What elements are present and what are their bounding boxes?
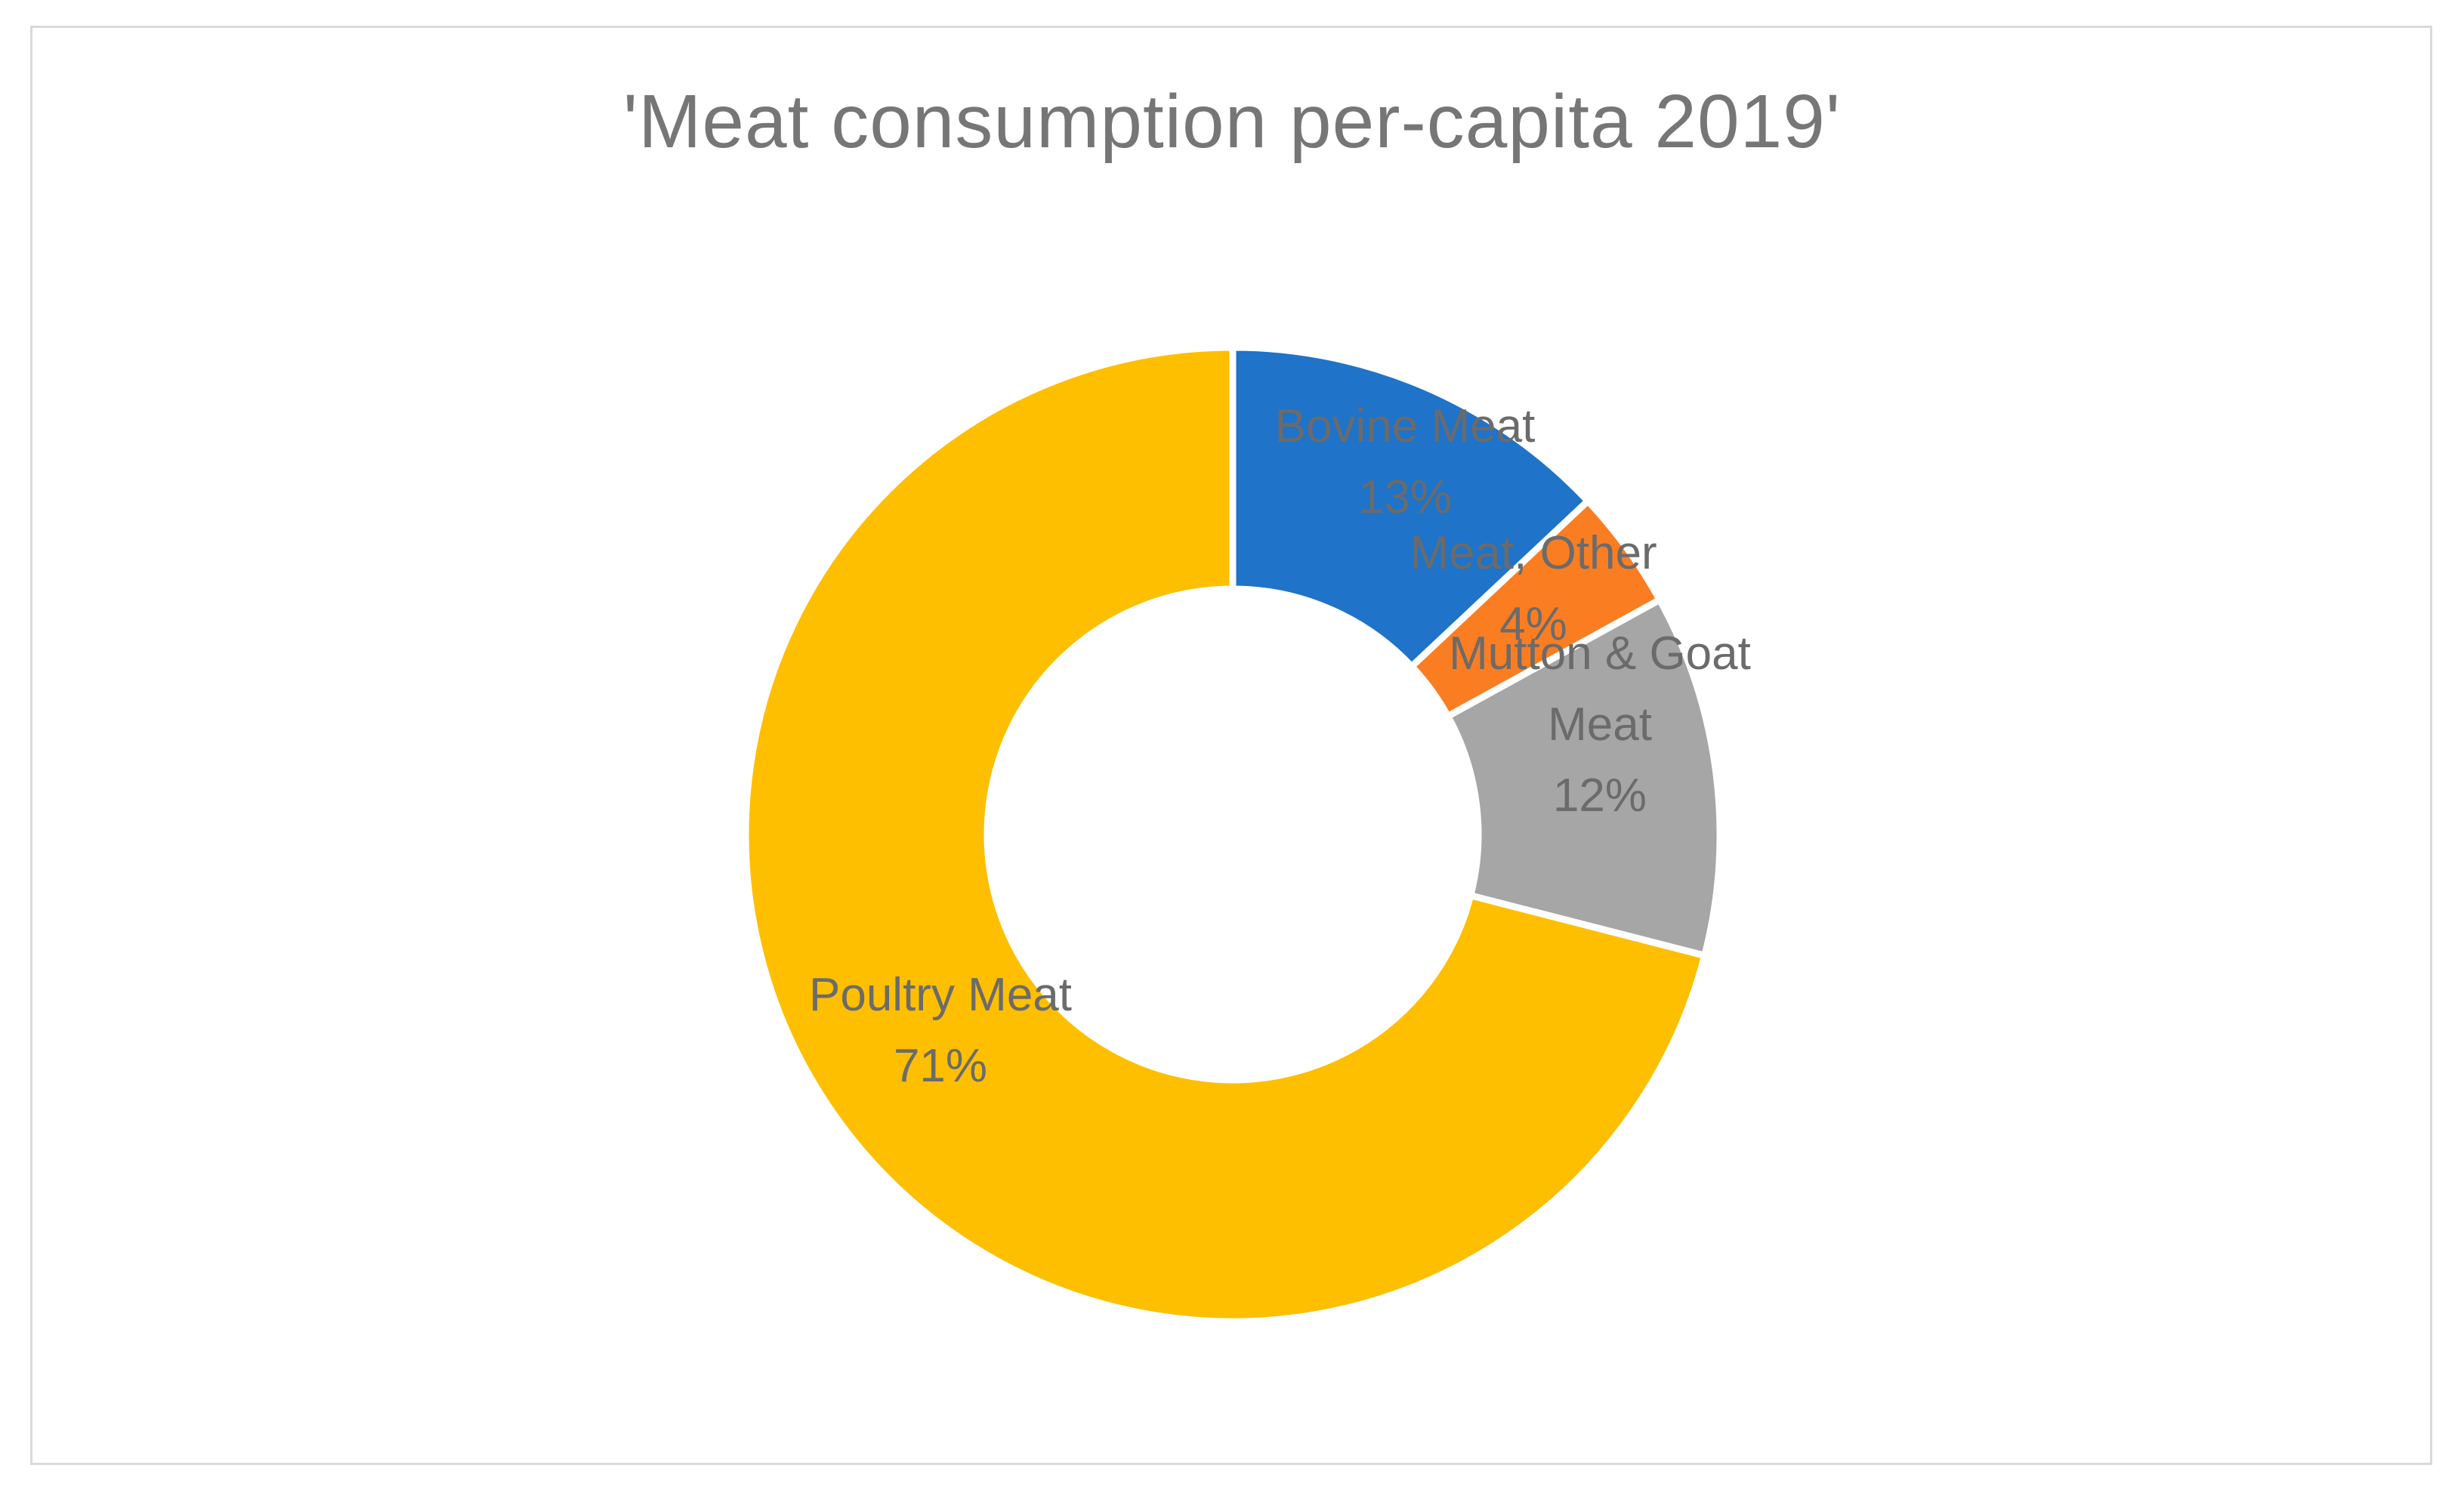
data-label-mutton-goat-meat: Mutton & Goat Meat 12% xyxy=(1449,628,1751,822)
data-label-bovine-meat: Bovine Meat 13% xyxy=(1275,400,1536,523)
data-label-percent: 4% xyxy=(1499,598,1567,650)
donut-slice-mutton-goat-meat xyxy=(1443,595,1724,960)
data-label-percent: 71% xyxy=(894,1040,987,1092)
donut-slice-poultry-meat xyxy=(742,344,1709,1325)
data-label-category: Mutton & Goat xyxy=(1449,628,1751,680)
data-label-meat-other: Meat, Other 4% xyxy=(1410,527,1657,650)
donut-labels: Bovine Meat 13%Meat, Other 4%Mutton & Goat… xyxy=(809,400,1751,1092)
data-label-percent: 13% xyxy=(1358,471,1452,523)
data-label-poultry-meat: Poultry Meat 71% xyxy=(809,969,1072,1092)
donut-slices xyxy=(742,344,1724,1325)
data-label-category: Meat xyxy=(1548,699,1652,751)
data-label-category: Bovine Meat xyxy=(1275,400,1536,452)
data-label-percent: 12% xyxy=(1553,770,1647,822)
donut-slice-bovine-meat xyxy=(1229,344,1593,671)
data-label-category: Poultry Meat xyxy=(809,969,1072,1021)
chart-title: 'Meat consumption per-capita 2019' xyxy=(623,79,1841,164)
data-label-category: Meat, Other xyxy=(1410,527,1657,579)
